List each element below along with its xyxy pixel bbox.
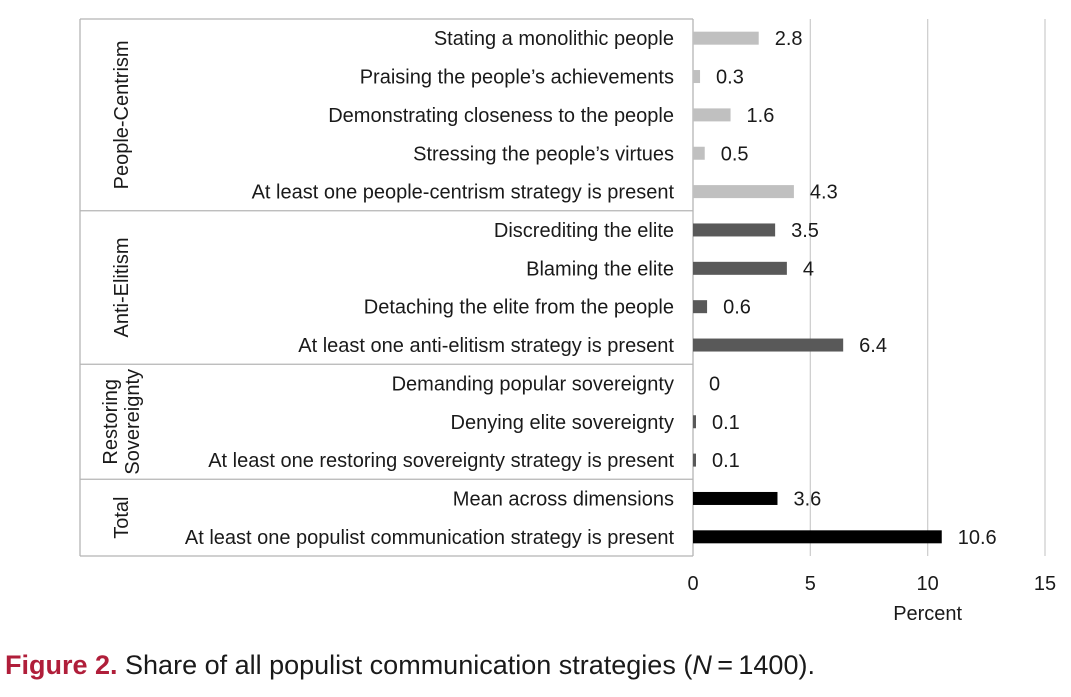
category-label: At least one anti-elitism strategy is pr… (298, 335, 674, 357)
caption-text-end: = 1400). (711, 650, 815, 680)
data-label: 4.3 (810, 182, 838, 204)
bar (693, 300, 708, 314)
bar (693, 415, 696, 429)
x-tick-label-10: 10 (917, 573, 939, 595)
data-label: 3.5 (791, 220, 819, 242)
data-label: 0 (709, 373, 720, 395)
group-label-restoring-sovereignty-line-1: Restoring (100, 379, 122, 465)
x-tick-label-5: 5 (805, 573, 816, 595)
bar (693, 261, 787, 275)
data-label: 3.6 (793, 488, 821, 510)
category-label: Mean across dimensions (453, 488, 674, 510)
bar (693, 530, 942, 544)
bar (693, 108, 731, 122)
bar (693, 491, 778, 505)
category-label: Demonstrating closeness to the people (328, 105, 674, 127)
x-tick-label-15: 15 (1034, 573, 1056, 595)
bar (693, 146, 705, 160)
group-label-people-centrism: People-Centrism (111, 40, 133, 189)
figure-caption: Figure 2. Share of all populist communic… (5, 650, 815, 681)
bar-chart: People-Centrism Stating a monolithic peop… (79, 18, 1056, 625)
category-label: At least one people-centrism strategy is… (252, 182, 675, 204)
group-label-restoring-sovereignty-line-2: Sovereignty (122, 369, 144, 475)
bar (693, 453, 696, 467)
data-label: 0.1 (712, 412, 740, 434)
category-label: Discrediting the elite (494, 220, 674, 242)
data-label: 2.8 (775, 28, 803, 50)
category-label: Detaching the elite from the people (364, 297, 674, 319)
figure-number: Figure 2. (5, 650, 118, 680)
data-label: 6.4 (859, 335, 887, 357)
bar (693, 31, 759, 45)
data-label: 0.5 (721, 143, 749, 165)
category-label: Denying elite sovereignty (451, 412, 674, 434)
bar (693, 223, 776, 237)
category-label: Stressing the people’s virtues (413, 143, 674, 165)
group-label-total: Total (111, 497, 133, 539)
x-axis-title: Percent (893, 603, 962, 625)
x-tick-label-0: 0 (687, 573, 698, 595)
bar (693, 185, 794, 199)
data-label: 4 (803, 258, 814, 280)
data-label: 10.6 (958, 527, 997, 549)
group-label-anti-elitism: Anti-Elitism (111, 237, 133, 337)
caption-n-symbol: N (692, 650, 712, 680)
caption-text: Share of all populist communication stra… (117, 650, 693, 680)
category-label: Praising the people’s achievements (360, 67, 674, 89)
category-label: Stating a monolithic people (434, 28, 674, 50)
data-label: 0.3 (716, 67, 744, 89)
data-label: 1.6 (747, 105, 775, 127)
category-label: Demanding popular sovereignty (392, 373, 674, 395)
category-label: Blaming the elite (526, 258, 674, 280)
bar (693, 338, 844, 352)
bar (693, 70, 701, 84)
category-label: At least one restoring sovereignty strat… (208, 450, 674, 472)
category-label: At least one populist communication stra… (185, 527, 675, 549)
data-label: 0.6 (723, 297, 751, 319)
data-label: 0.1 (712, 450, 740, 472)
